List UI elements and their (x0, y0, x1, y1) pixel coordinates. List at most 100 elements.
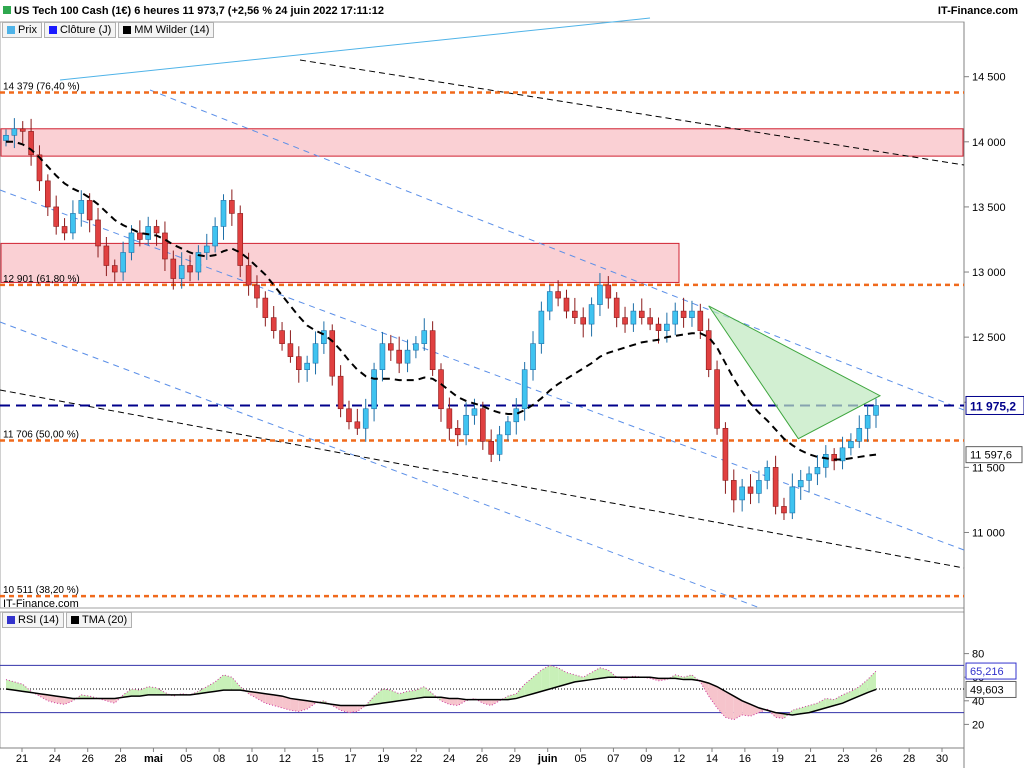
candle-body (128, 232, 135, 253)
rsi-area (491, 699, 500, 706)
x-tick-label: 28 (903, 753, 915, 765)
rsi-area (14, 681, 23, 692)
candle-body (178, 265, 185, 279)
candle-body (329, 330, 336, 377)
rsi-area (583, 672, 592, 681)
candle-body (195, 252, 202, 273)
candle-body (103, 245, 110, 266)
rsi-area (516, 684, 525, 699)
candle-body (388, 343, 394, 351)
rsi-value-tag (965, 662, 1017, 680)
legend-swatch-icon (70, 616, 79, 624)
legend-item-rsi[interactable]: RSI (14) (2, 612, 64, 628)
candle-body (45, 180, 51, 208)
rsi-area (566, 672, 575, 685)
candle-body (170, 258, 177, 279)
watermark: IT-Finance.com (3, 598, 79, 610)
last-price-label: 11 975,2 (970, 399, 1016, 413)
legend-item-mm-wilder[interactable]: MM Wilder (14) (118, 22, 215, 38)
candle-body (613, 297, 620, 318)
x-tick-label: 26 (870, 753, 882, 765)
candle-body (396, 349, 402, 364)
candle-body (153, 226, 160, 234)
x-tick-label: 08 (213, 753, 225, 765)
candle-body (622, 317, 628, 325)
last-price-tag (965, 395, 1024, 415)
rsi-area (290, 698, 299, 712)
x-tick-label: 21 (16, 753, 28, 765)
rsi-area (574, 674, 584, 682)
candle-body (438, 369, 444, 410)
fib-level-label: 11 706 (50,00 %) (3, 430, 79, 441)
legend-item-tma[interactable]: TMA (20) (65, 612, 133, 628)
rsi-y-tick-label: 80 (972, 649, 984, 661)
candle-body (245, 265, 252, 286)
candle-body (856, 427, 863, 442)
candle-body (19, 128, 26, 132)
legend-swatch-icon (48, 26, 57, 34)
candle-body (680, 310, 687, 318)
trend-line (0, 389, 965, 569)
candle-body (605, 284, 612, 299)
candle-body (689, 310, 695, 318)
y-tick-label: 11 000 (972, 527, 1005, 539)
rsi-area (148, 686, 157, 695)
chart-header: US Tech 100 Cash (1€) 6 heures 11 973,7 … (0, 0, 1024, 22)
legend-item-cloture[interactable]: Clôture (J) (43, 22, 117, 38)
rsi-area (47, 694, 57, 704)
rsi-area (683, 674, 692, 680)
rsi-area (591, 667, 600, 680)
candle-body (295, 356, 302, 370)
status-square-icon (3, 6, 11, 14)
rsi-area (206, 681, 216, 693)
rsi-area (867, 671, 876, 693)
candle-body (588, 304, 595, 325)
candle-body (580, 317, 587, 325)
rsi-area (123, 689, 132, 698)
rsi-area (558, 667, 567, 687)
rsi-area (599, 667, 609, 679)
candle-body (78, 200, 85, 214)
y-tick-label: 14 000 (972, 137, 1006, 149)
candle-body (797, 480, 804, 488)
x-tick-label: 26 (476, 753, 488, 765)
rsi-area (390, 690, 400, 702)
rsi-area (39, 693, 48, 701)
legend-item-prix[interactable]: Prix (2, 22, 42, 38)
candle-body (864, 414, 871, 429)
rsi-area (265, 693, 274, 706)
candle-body (597, 284, 603, 305)
x-tick-label: 12 (279, 753, 291, 765)
candle-body (36, 154, 43, 182)
x-tick-label: 07 (607, 753, 619, 765)
rsi-area (248, 691, 257, 699)
rsi-area (441, 697, 450, 705)
candle-body (772, 467, 779, 507)
candle-body (421, 330, 428, 344)
rsi-area (190, 691, 199, 695)
rsi-area (348, 705, 358, 713)
triangle-pattern (708, 305, 882, 440)
candle-body (572, 310, 578, 318)
rsi-y-tick-label: 20 (972, 719, 984, 731)
rsi-area (533, 670, 542, 694)
x-tick-label: 22 (410, 753, 422, 765)
x-tick-label: 21 (804, 753, 816, 765)
candle-body (488, 441, 494, 455)
rsi-y-tick-label: 40 (972, 696, 984, 708)
candle-body (463, 414, 469, 436)
candle-body (546, 291, 553, 312)
candle-body (254, 284, 260, 299)
candle-body (237, 213, 244, 266)
candle-body (203, 245, 210, 253)
candle-body (371, 369, 377, 410)
brand-label: IT-Finance.com (937, 5, 1018, 17)
candle-body (672, 310, 679, 325)
y-tick-label: 14 500 (972, 72, 1006, 84)
x-tick-label: 05 (180, 753, 192, 765)
x-tick-label: 30 (936, 753, 948, 765)
ma-wilder-line (6, 140, 877, 461)
candle-body (145, 226, 152, 240)
candle-body (446, 408, 453, 429)
